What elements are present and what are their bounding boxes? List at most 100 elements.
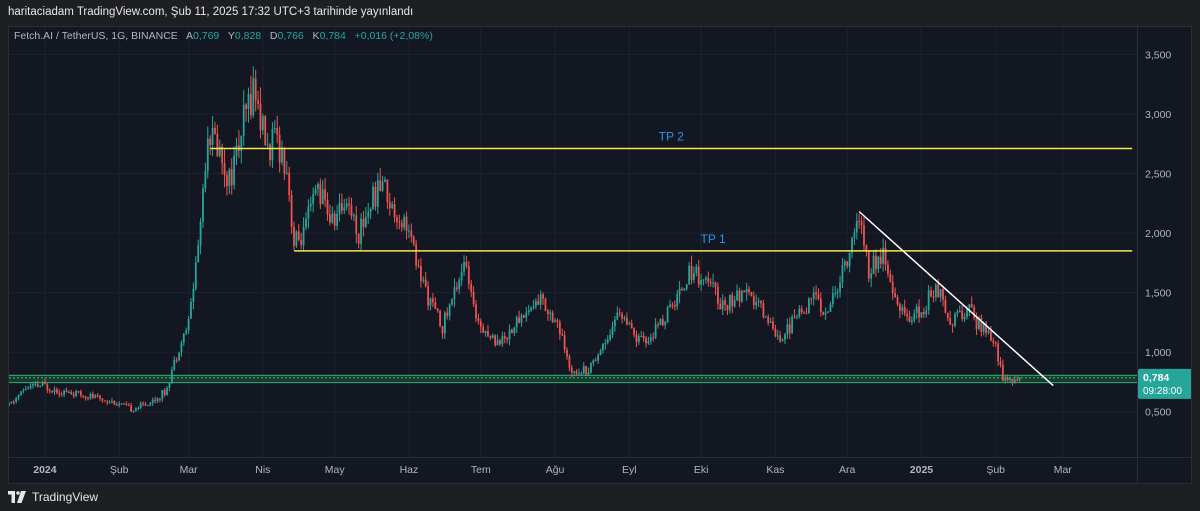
candle-body <box>369 208 372 213</box>
candle-body <box>194 262 197 289</box>
candle-body <box>27 388 30 390</box>
candle-body <box>336 213 339 226</box>
candle-body <box>240 135 243 151</box>
candle-body <box>590 363 592 373</box>
candle-body <box>132 410 135 412</box>
candle-body <box>1016 379 1019 381</box>
candle-body <box>568 356 571 368</box>
x-tick-label: May <box>325 464 346 476</box>
candle-body <box>211 127 214 146</box>
x-tick-label: Ara <box>839 464 856 476</box>
candle-body <box>714 282 717 287</box>
close-label: K <box>312 30 320 42</box>
x-tick-label: Şub <box>110 464 129 476</box>
candle-body <box>664 321 667 326</box>
candle-body <box>427 286 430 306</box>
candlestick-chart[interactable]: 3,500 3,000 2,500 2,000 1,500 1,000 0,500 2024 Ş… <box>9 27 1191 483</box>
candle-body <box>321 189 324 204</box>
descending-trendline <box>858 211 1054 387</box>
candle-body <box>793 316 796 318</box>
candle-body <box>659 319 662 325</box>
candle-body <box>297 231 300 240</box>
candle-body <box>788 324 791 334</box>
candle-body <box>398 221 401 223</box>
candle-body <box>384 179 386 182</box>
high-value: 0,828 <box>234 30 262 42</box>
candle-body <box>616 312 619 320</box>
candle-body <box>506 338 509 340</box>
price-tag-box <box>1138 368 1191 399</box>
candle-body <box>348 203 350 206</box>
candle-body <box>391 204 394 209</box>
candle-body <box>53 389 56 393</box>
candle-body <box>815 292 817 295</box>
candle-body <box>829 304 832 312</box>
x-tick-label: Mar <box>1054 464 1073 476</box>
candle-body <box>721 300 724 310</box>
candle-body <box>705 277 707 280</box>
candle-body <box>752 296 755 306</box>
candle-body <box>463 262 465 272</box>
candle-body <box>606 339 609 344</box>
candle-body <box>621 313 623 319</box>
candle-body <box>408 230 410 232</box>
candle-body <box>479 320 482 327</box>
candle-body <box>147 405 149 407</box>
candle-body <box>199 221 202 246</box>
candle-body <box>855 220 858 233</box>
price-axis-pane <box>1137 27 1191 483</box>
candle-body <box>374 186 377 207</box>
candle-body <box>755 302 758 306</box>
candle-body <box>736 290 738 301</box>
candle-body <box>776 335 779 337</box>
x-tick-label: Ağu <box>546 464 565 476</box>
candle-body <box>781 339 784 342</box>
candle-body <box>779 335 782 342</box>
candle-body <box>367 212 370 217</box>
candle-body <box>170 369 173 383</box>
candle-body <box>807 298 810 314</box>
candle-body <box>249 94 252 116</box>
tp-level-label: TP 2 <box>659 129 684 143</box>
candle-body <box>908 316 911 323</box>
candle-body <box>1001 364 1004 381</box>
candle-body <box>22 390 25 392</box>
chart-panel[interactable]: 3,500 3,000 2,500 2,000 1,500 1,000 0,500 2024 Ş… <box>8 26 1192 484</box>
candles-group <box>9 66 1021 414</box>
candle-body <box>235 145 238 156</box>
y-tick-label: 1,500 <box>1145 288 1171 300</box>
current-price-tag[interactable]: 0,784 09:28:00 <box>1138 368 1191 399</box>
x-tick-label: Tem <box>471 464 491 476</box>
candle-body <box>458 280 461 289</box>
candle-body <box>111 400 113 403</box>
plot-area <box>9 27 1137 457</box>
candle-body <box>46 384 49 390</box>
candle-body <box>158 398 161 400</box>
candle-body <box>676 294 679 307</box>
candle-body <box>889 273 892 282</box>
candle-body <box>982 323 985 332</box>
candle-body <box>242 104 245 136</box>
candle-body <box>903 307 906 314</box>
candle-body <box>173 359 176 370</box>
candle-body <box>585 365 588 375</box>
candle-body <box>424 279 427 287</box>
candle-body <box>894 293 897 298</box>
candle-body <box>362 218 365 228</box>
candle-body <box>891 281 894 294</box>
candle-body <box>36 383 39 387</box>
candle-body <box>106 401 109 403</box>
candle-body <box>247 94 250 109</box>
candle-body <box>271 128 274 161</box>
candle-body <box>956 311 959 314</box>
candle-body <box>139 403 142 408</box>
candle-body <box>997 343 999 362</box>
candle-body <box>539 294 542 305</box>
candle-body <box>300 239 303 246</box>
candle-body <box>508 329 511 340</box>
candle-body <box>91 393 94 398</box>
candle-body <box>810 298 813 300</box>
candle-body <box>412 236 415 245</box>
candle-body <box>570 367 573 373</box>
candle-body <box>796 316 798 318</box>
